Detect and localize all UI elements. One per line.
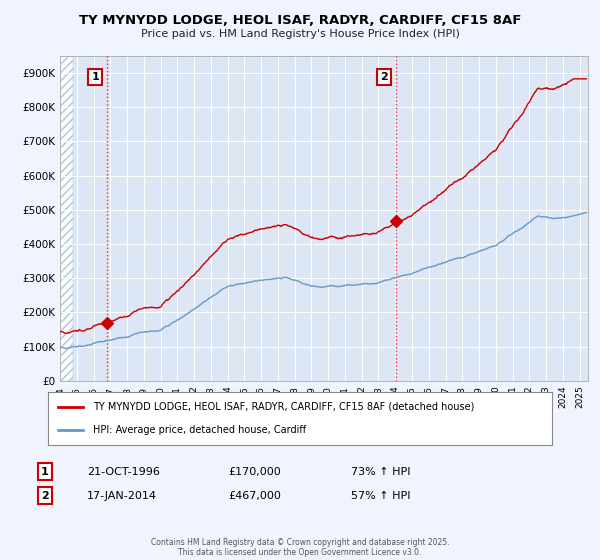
Text: 73% ↑ HPI: 73% ↑ HPI [351, 466, 410, 477]
Text: TY MYNYDD LODGE, HEOL ISAF, RADYR, CARDIFF, CF15 8AF (detached house): TY MYNYDD LODGE, HEOL ISAF, RADYR, CARDI… [94, 402, 475, 412]
Text: £467,000: £467,000 [228, 491, 281, 501]
Text: 1: 1 [91, 72, 99, 82]
Text: 21-OCT-1996: 21-OCT-1996 [87, 466, 160, 477]
Text: £170,000: £170,000 [228, 466, 281, 477]
Text: 57% ↑ HPI: 57% ↑ HPI [351, 491, 410, 501]
Text: 2: 2 [41, 491, 49, 501]
Text: TY MYNYDD LODGE, HEOL ISAF, RADYR, CARDIFF, CF15 8AF: TY MYNYDD LODGE, HEOL ISAF, RADYR, CARDI… [79, 14, 521, 27]
Text: HPI: Average price, detached house, Cardiff: HPI: Average price, detached house, Card… [94, 425, 307, 435]
Text: 2: 2 [380, 72, 388, 82]
Text: 1: 1 [41, 466, 49, 477]
Text: Price paid vs. HM Land Registry's House Price Index (HPI): Price paid vs. HM Land Registry's House … [140, 29, 460, 39]
Text: Contains HM Land Registry data © Crown copyright and database right 2025.
This d: Contains HM Land Registry data © Crown c… [151, 538, 449, 557]
Text: 17-JAN-2014: 17-JAN-2014 [87, 491, 157, 501]
